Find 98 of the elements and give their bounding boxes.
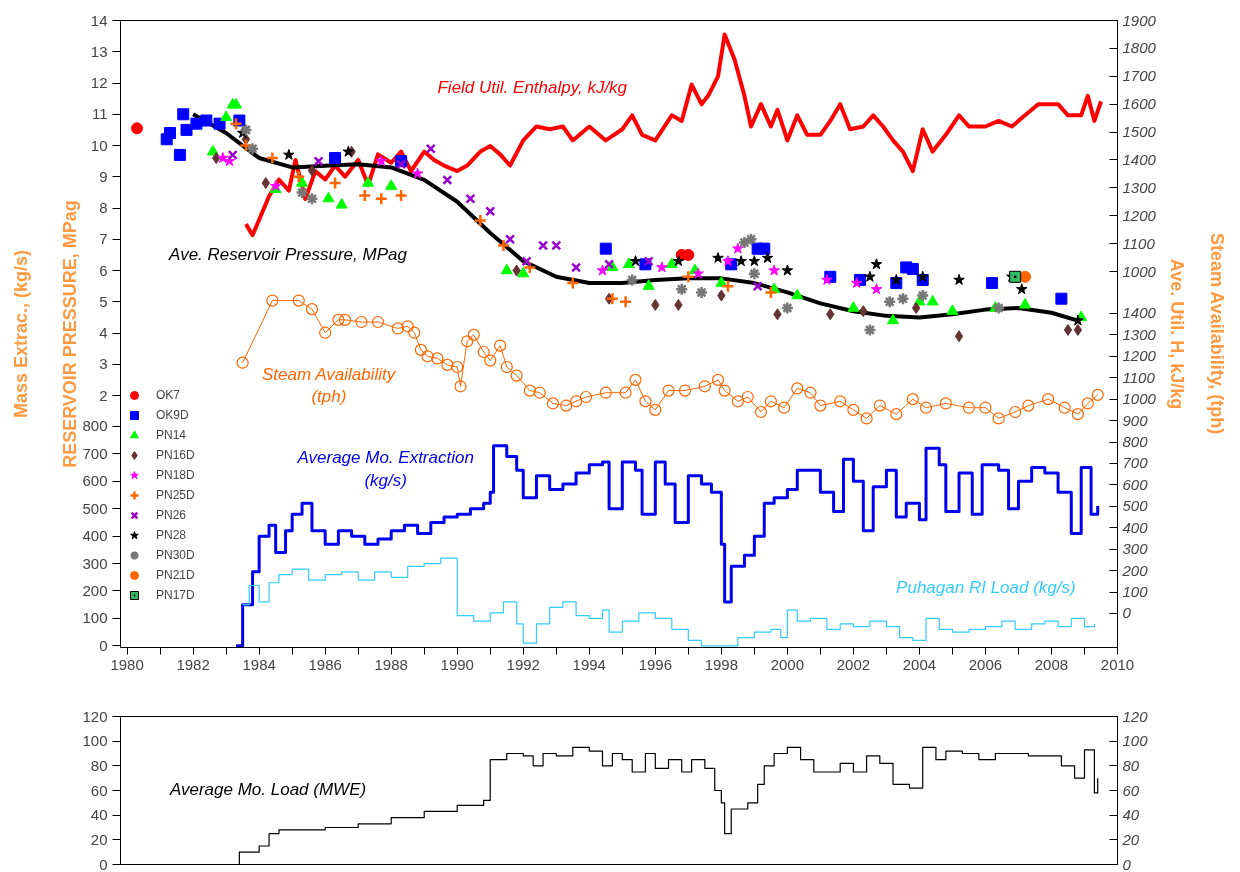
y2-tick-label: 60 [1122, 781, 1140, 799]
x-tick-label: 2004 [902, 655, 937, 673]
x-tick-label: 2006 [968, 655, 1003, 673]
x-tick-label: 1980 [110, 655, 144, 673]
legend-label: PN28 [156, 528, 187, 542]
y2-tick-label: 1200 [1122, 347, 1157, 365]
y-tick-label: 40 [90, 806, 108, 824]
y-tick-label: 500 [82, 499, 108, 517]
y-tick-label: 6 [99, 261, 108, 279]
y2-tick-label: 1700 [1122, 67, 1157, 85]
y-tick-label: 2 [99, 386, 108, 404]
y2-tick-label: 1500 [1122, 123, 1157, 141]
y-tick-label: 10 [90, 136, 108, 154]
y2-tick-label: 1600 [1122, 95, 1157, 113]
y-axis-title: RESERVOIR PRESSURE, MPag [59, 200, 80, 468]
y2-tick-label: 0 [1122, 604, 1132, 622]
y-tick-label: 14 [90, 11, 108, 29]
x-tick-label: 1988 [374, 655, 408, 673]
legend-label: PN14 [156, 428, 187, 442]
y-tick-label: 100 [82, 732, 108, 750]
y-tick-label: 4 [99, 324, 108, 342]
y-tick-label: 700 [82, 444, 108, 462]
legend-label: PN18D [156, 468, 195, 482]
x-tick-label: 1992 [506, 655, 540, 673]
legend-label: PN17D [156, 588, 195, 602]
annotation: Steam Availability (tph) [261, 364, 397, 407]
y2-tick-label: 700 [1122, 454, 1149, 472]
y-tick-label: 12 [90, 74, 108, 92]
y-tick-label: 300 [82, 554, 108, 572]
y2-tick-label: 1900 [1122, 11, 1157, 29]
legend-label: PN30D [156, 548, 195, 562]
y2-tick-label: 1100 [1122, 368, 1156, 386]
x-tick-label: 2010 [1100, 655, 1135, 673]
y-axis-title: Mass Extrac., (kg/s) [11, 249, 32, 419]
y2-axis-title: Steam Availability, (tph) [1206, 232, 1227, 435]
legend-label: PN16D [156, 448, 195, 462]
y2-tick-label: 300 [1122, 540, 1149, 558]
y2-tick-label: 120 [1122, 707, 1149, 725]
y2-tick-label: 100 [1122, 732, 1149, 750]
y2-tick-label: 20 [1121, 830, 1140, 848]
y2-axis-title: Ave. Util. H, kJ/kg [1166, 258, 1187, 410]
x-tick-label: 1994 [572, 655, 606, 673]
y-tick-label: 100 [82, 609, 108, 627]
y2-tick-label: 400 [1122, 518, 1149, 536]
annotation: Average Mo. Load (MWE) [168, 779, 367, 799]
y-tick-label: 11 [91, 105, 108, 123]
annotation: Average Mo. Extraction (kg/s) [296, 447, 474, 490]
y2-tick-label: 1300 [1122, 178, 1157, 196]
y-tick-label: 20 [90, 830, 108, 848]
y-tick-label: 120 [82, 707, 108, 725]
y2-tick-label: 800 [1122, 433, 1149, 450]
y-tick-label: 0 [99, 855, 108, 872]
y-tick-label: 7 [99, 230, 108, 248]
annotation: Puhagan RI Load (kg/s) [896, 577, 1076, 597]
y-tick-label: 5 [99, 292, 108, 310]
legend-label: PN21D [156, 568, 195, 582]
y2-tick-label: 1300 [1122, 325, 1157, 343]
x-tick-label: 1990 [440, 655, 474, 673]
y2-tick-label: 1000 [1122, 390, 1157, 408]
y-tick-label: 9 [99, 167, 108, 185]
annotation: Field Util. Enthalpy, kJ/kg [437, 78, 628, 98]
x-tick-label: 2000 [770, 655, 805, 673]
y2-tick-label: 1800 [1122, 39, 1157, 57]
x-tick-label: 2002 [836, 655, 871, 673]
x-tick-label: 1984 [242, 655, 276, 673]
y2-tick-label: 80 [1122, 756, 1140, 774]
legend-label: OK9D [156, 408, 189, 422]
annotation: Ave. Reservoir Pressure, MPag [168, 244, 408, 264]
y2-tick-label: 900 [1122, 411, 1149, 429]
x-tick-label: 1996 [638, 655, 673, 673]
legend-label: OK7 [156, 388, 181, 402]
legend-label: PN26 [156, 508, 187, 522]
x-tick-label: 1998 [704, 655, 739, 673]
y-tick-label: 8 [99, 199, 108, 217]
y2-tick-label: 40 [1122, 806, 1140, 824]
x-tick-label: 1982 [176, 655, 210, 673]
y-tick-label: 200 [82, 582, 108, 599]
y-tick-label: 13 [90, 42, 108, 60]
y2-tick-label: 1400 [1122, 150, 1157, 168]
y2-tick-label: 1100 [1122, 234, 1156, 252]
y2-tick-label: 1200 [1122, 206, 1157, 224]
y2-tick-label: 1400 [1122, 304, 1157, 322]
y-tick-label: 3 [99, 355, 108, 373]
y-tick-label: 400 [82, 527, 108, 545]
y-tick-label: 0 [99, 636, 108, 654]
y-tick-label: 80 [90, 756, 108, 774]
x-tick-label: 1986 [308, 655, 342, 673]
y2-tick-label: 1000 [1122, 262, 1157, 280]
y-tick-label: 60 [90, 781, 108, 799]
legend-label: PN25D [156, 488, 195, 502]
y2-tick-label: 200 [1121, 561, 1149, 579]
y-tick-label: 800 [82, 417, 108, 435]
y2-tick-label: 500 [1122, 497, 1149, 515]
y2-tick-label: 600 [1122, 475, 1149, 493]
y2-tick-label: 100 [1122, 583, 1149, 600]
y2-tick-label: 0 [1122, 855, 1132, 872]
y-tick-label: 600 [82, 472, 108, 490]
x-tick-label: 2008 [1034, 655, 1069, 673]
